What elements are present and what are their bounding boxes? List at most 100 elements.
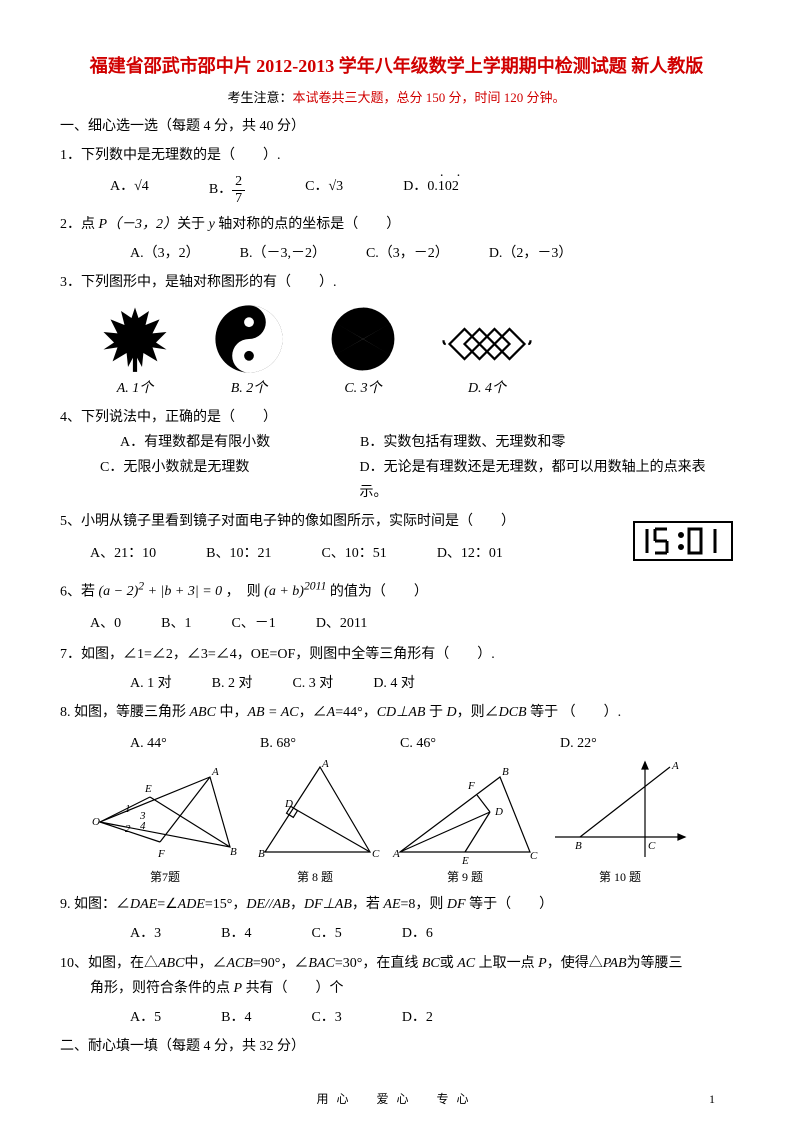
svg-text:B: B <box>575 840 582 852</box>
q2-options: A.（3，2） B.（－3,－2） C.（3，－2） D.（2，－3） <box>130 241 733 266</box>
q10-line2: 角形，则符合条件的点 P 共有（ ）个 <box>90 976 733 1001</box>
q8-opt-c: C. 46° <box>400 731 540 756</box>
q2-math: P（－3，2） <box>99 217 178 232</box>
q8-opt-b: B. 68° <box>260 731 380 756</box>
q10-m: BC <box>422 956 440 971</box>
question-10: 10、如图，在△ABC中，∠ACB=90°，∠BAC=30°，在直线 BC或 A… <box>60 951 733 976</box>
question-8: 8. 如图，等腰三角形 ABC 中，AB = AC，∠A=44°，CD⊥AB 于… <box>60 700 733 725</box>
svg-text:1: 1 <box>125 803 131 815</box>
q8-t: ，则∠ <box>457 705 499 720</box>
svg-text:C: C <box>372 848 380 860</box>
q10-options: A．5 B．4 C．3 D．2 <box>130 1005 733 1030</box>
q5-opt-a: A、21：10 <box>90 541 156 566</box>
q10-t: 为等腰三 <box>627 956 683 971</box>
q6-options: A、0 B、1 C、－1 D、2011 <box>90 611 733 636</box>
q10-t: =90°，∠ <box>253 956 309 971</box>
svg-text:O: O <box>92 816 100 828</box>
q8-m: AB = AC <box>247 705 298 720</box>
fig-q9: C. 46° AEC DBF 第 9 题 <box>390 731 540 888</box>
q8-m: A <box>327 705 336 720</box>
q10-t: 或 <box>440 956 458 971</box>
q9-t: 9. 如图：∠ <box>60 897 130 912</box>
q10-t: 上取一点 <box>475 956 538 971</box>
svg-text:F: F <box>157 848 165 860</box>
q9-opt-c: C．5 <box>311 921 341 946</box>
q9-m: DE//AB <box>246 897 290 912</box>
q6-text: 的值为（ ） <box>330 584 428 599</box>
q8-m: ABC <box>190 705 216 720</box>
q9-m: ADE <box>178 897 205 912</box>
q9-m: AE <box>383 897 400 912</box>
fig-q8: B. 68° AD BC 第 8 题 <box>250 731 380 888</box>
question-6: 6、若 (a − 2)2 + |b + 3| = 0 ， 则 (a + b)20… <box>60 576 733 605</box>
fig-q7: A. 44° OEA FB 12 34 第7题 <box>90 731 240 888</box>
q7-opt-b: B. 2 对 <box>212 671 253 696</box>
q10-m: P <box>234 981 243 996</box>
q5-opt-c: C、10：51 <box>321 541 386 566</box>
fig-label-10: 第 10 题 <box>550 867 690 889</box>
q4-opt-a: A．有理数都是有限小数 <box>120 430 360 455</box>
q3-fig-c: C. 3个 <box>328 304 398 401</box>
q9-t: ， <box>290 897 304 912</box>
svg-text:D: D <box>284 798 293 810</box>
repeating-decimal: 0.102 <box>427 174 459 199</box>
q9-opt-d: D．6 <box>402 921 433 946</box>
triangle-diagram-10: BCA <box>550 757 690 867</box>
aperture-icon <box>328 304 398 374</box>
leaf-icon <box>100 304 170 374</box>
svg-text:B: B <box>230 846 237 858</box>
q8-opt-a: A. 44° <box>130 731 240 756</box>
q10-opt-d: D．2 <box>402 1005 433 1030</box>
question-2: 2．点 P（－3，2）关于 y 轴对称的点的坐标是（ ） <box>60 212 733 237</box>
svg-text:4: 4 <box>140 820 146 832</box>
q1-options: A．√4 B．27 C．√3 D．0.102 <box>110 174 733 206</box>
q6-opt-a: A、0 <box>90 611 121 636</box>
q7-opt-c: C. 3 对 <box>292 671 333 696</box>
svg-text:C: C <box>530 850 538 862</box>
q8-t: 于 <box>425 705 446 720</box>
q8-m: CD⊥AB <box>377 705 426 720</box>
q2-opt-a: A.（3，2） <box>130 241 200 266</box>
q2-opt-d: D.（2，－3） <box>489 241 573 266</box>
q6-opt-c: C、－1 <box>231 611 275 636</box>
q4-opt-d: D．无论是有理数还是无理数，都可以用数轴上的点来表示。 <box>360 455 733 505</box>
triangle-diagram-9: AEC DBF <box>390 757 540 867</box>
question-3: 3．下列图形中，是轴对称图形的有（ ）. <box>60 270 733 295</box>
q7-options: A. 1 对 B. 2 对 C. 3 对 D. 4 对 <box>130 671 733 696</box>
geometry-figures-row: A. 44° OEA FB 12 34 第7题 B. 68° <box>90 731 733 888</box>
fig-q10: D. 22° BCA 第 10 题 <box>550 731 690 888</box>
section-2-heading: 二、耐心填一填（每题 4 分，共 32 分） <box>60 1034 733 1059</box>
q2-opt-b: B.（－3,－2） <box>240 241 326 266</box>
q6-expr2: (a + b)2011 <box>264 584 326 599</box>
q3-label-c: C. 3个 <box>328 376 398 401</box>
sqrt-icon: √3 <box>329 179 344 194</box>
q6-opt-d: D、2011 <box>316 611 368 636</box>
q8-t: 8. 如图，等腰三角形 <box>60 705 190 720</box>
q1-opt-d: D．0.102 <box>403 174 459 206</box>
q5-stem: 5、小明从镜子里看到镜子对面电子钟的像如图所示，实际时间是（ ） <box>60 509 633 534</box>
q1-opt-c: C．√3 <box>305 174 343 206</box>
svg-text:2: 2 <box>125 823 131 835</box>
clock-display <box>633 521 733 561</box>
q2-opt-c: C.（3，－2） <box>366 241 449 266</box>
q10-t: 共有（ ）个 <box>242 981 344 996</box>
q9-m: DAE <box>130 897 157 912</box>
footer-text: 用心 爱心 专心 <box>316 1092 476 1106</box>
q9-opt-b: B．4 <box>221 921 251 946</box>
knot-icon <box>442 314 532 374</box>
notice-content: 本试卷共三大题，总分 150 分，时间 120 分钟。 <box>293 90 566 105</box>
q8-m: D <box>446 705 456 720</box>
q3-label-d: D. 4个 <box>442 376 532 401</box>
q10-m: ACB <box>226 956 252 971</box>
q10-t: 中，∠ <box>184 956 226 971</box>
q8-t: 中， <box>216 705 248 720</box>
page-title: 福建省邵武市邵中片 2012-2013 学年八年级数学上学期期中检测试题 新人教… <box>60 50 733 82</box>
svg-text:F: F <box>467 780 475 792</box>
q10-t: =30°，在直线 <box>335 956 422 971</box>
q8-opt-d: D. 22° <box>560 731 690 756</box>
q6-text: 6、若 <box>60 584 95 599</box>
q10-m: AC <box>457 956 475 971</box>
q10-opt-b: B．4 <box>221 1005 251 1030</box>
question-7: 7．如图，∠1=∠2，∠3=∠4，OE=OF，则图中全等三角形有（ ）. <box>60 642 733 667</box>
q5-opt-d: D、12：01 <box>437 541 503 566</box>
